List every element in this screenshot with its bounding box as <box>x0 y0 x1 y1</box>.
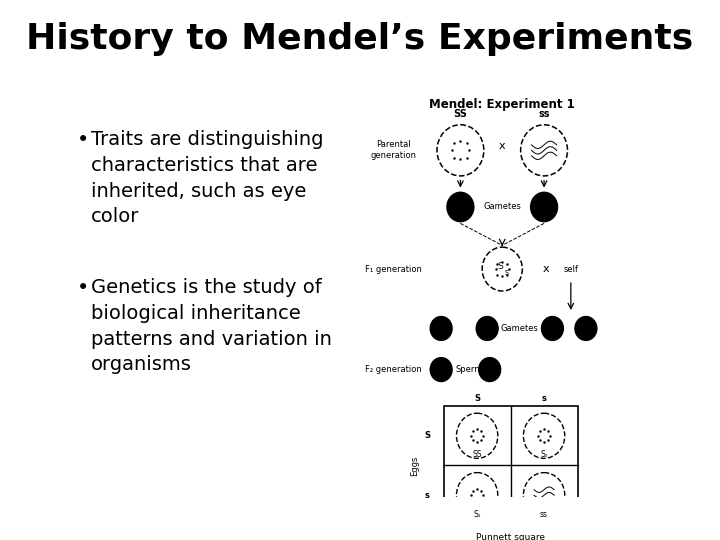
Text: s: s <box>485 324 490 333</box>
Text: F₂ generation: F₂ generation <box>365 365 422 374</box>
Text: Genetics is the study of
biological inheritance
patterns and variation in
organi: Genetics is the study of biological inhe… <box>91 278 331 374</box>
Text: Gametes: Gametes <box>483 202 521 212</box>
Circle shape <box>447 192 474 221</box>
Circle shape <box>531 192 557 221</box>
Text: x: x <box>542 264 549 274</box>
Circle shape <box>431 357 452 381</box>
Text: s: s <box>541 394 546 403</box>
Text: s: s <box>541 202 547 212</box>
Text: Mendel: Experiment 1: Mendel: Experiment 1 <box>429 98 575 111</box>
Text: x: x <box>499 141 505 151</box>
Text: S: S <box>498 262 503 271</box>
Text: •: • <box>77 130 89 150</box>
Text: •: • <box>77 278 89 298</box>
Text: s: s <box>583 324 588 333</box>
Circle shape <box>431 316 452 340</box>
Text: SS: SS <box>472 450 482 460</box>
Text: Sperm: Sperm <box>455 365 482 374</box>
Text: self: self <box>563 265 578 274</box>
Text: s: s <box>425 491 429 500</box>
Text: ’: ’ <box>433 323 436 334</box>
Text: S: S <box>438 324 444 333</box>
Text: SS: SS <box>454 109 467 119</box>
Text: s: s <box>487 365 492 374</box>
Text: S: S <box>424 431 430 440</box>
Circle shape <box>479 357 500 381</box>
Text: F₁ generation: F₁ generation <box>365 265 422 274</box>
Text: ss: ss <box>539 109 550 119</box>
Text: Punnett square: Punnett square <box>476 533 545 540</box>
Text: Parental
generation: Parental generation <box>371 140 416 160</box>
Bar <box>444 406 577 525</box>
Text: Eggs: Eggs <box>410 455 419 476</box>
Circle shape <box>477 316 498 340</box>
Text: Sₛ: Sₛ <box>473 510 481 519</box>
Circle shape <box>575 316 597 340</box>
Text: s: s <box>505 268 508 277</box>
Text: S: S <box>457 202 464 212</box>
Text: Sₛ: Sₛ <box>540 450 548 460</box>
Circle shape <box>541 316 563 340</box>
Text: S: S <box>438 365 444 374</box>
Text: History to Mendel’s Experiments: History to Mendel’s Experiments <box>27 22 693 56</box>
Text: ss: ss <box>540 510 548 519</box>
Text: S: S <box>549 324 555 333</box>
Text: Gametes: Gametes <box>501 324 539 333</box>
Text: Traits are distinguishing
characteristics that are
inherited, such as eye
color: Traits are distinguishing characteristic… <box>91 130 323 226</box>
Text: S: S <box>474 394 480 403</box>
